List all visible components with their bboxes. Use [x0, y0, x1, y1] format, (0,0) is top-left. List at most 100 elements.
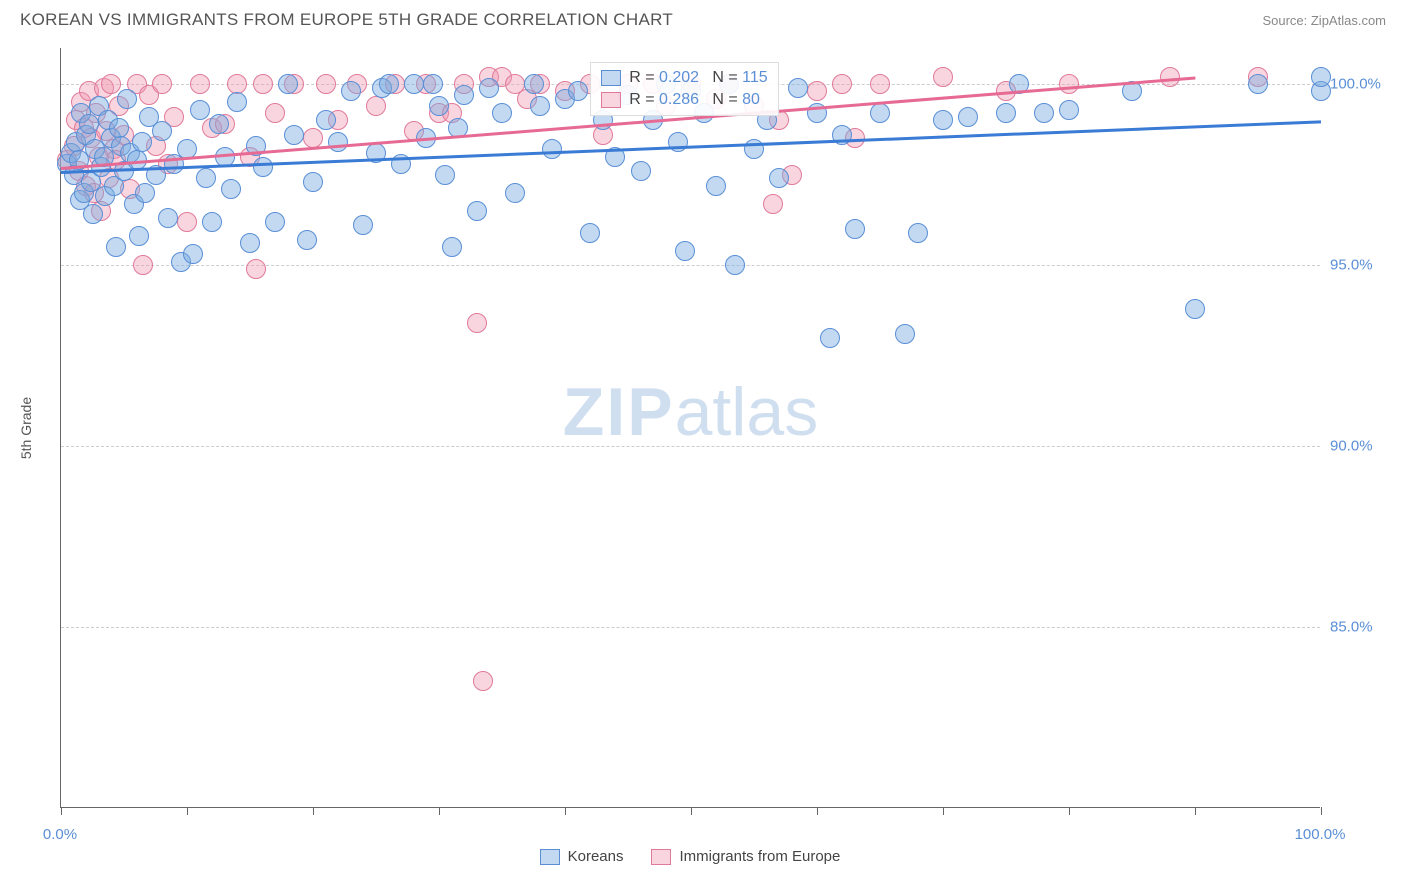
- point-blue: [479, 78, 499, 98]
- legend-label: Koreans: [568, 848, 624, 865]
- legend-stats-row: R = 0.286 N = 80: [601, 89, 767, 111]
- point-blue: [580, 223, 600, 243]
- point-pink: [190, 74, 210, 94]
- point-blue: [1248, 74, 1268, 94]
- y-tick-label: 90.0%: [1330, 438, 1373, 455]
- point-blue: [278, 74, 298, 94]
- point-pink: [1059, 74, 1079, 94]
- x-tick-label: 0.0%: [43, 826, 77, 843]
- point-pink: [227, 74, 247, 94]
- point-blue: [135, 183, 155, 203]
- legend-stats-row: R = 0.202 N = 115: [601, 67, 767, 89]
- point-blue: [190, 100, 210, 120]
- point-pink: [253, 74, 273, 94]
- point-blue: [240, 233, 260, 253]
- point-blue: [129, 226, 149, 246]
- watermark-suffix: atlas: [675, 374, 819, 450]
- point-blue: [404, 74, 424, 94]
- page-title: KOREAN VS IMMIGRANTS FROM EUROPE 5TH GRA…: [20, 10, 673, 30]
- point-blue: [209, 114, 229, 134]
- legend-stat-text: R = 0.202 N = 115: [629, 67, 767, 89]
- point-blue: [196, 168, 216, 188]
- point-blue: [132, 132, 152, 152]
- y-tick-label: 100.0%: [1330, 76, 1381, 93]
- y-axis-label: 5th Grade: [18, 397, 34, 459]
- point-blue: [328, 132, 348, 152]
- point-blue: [845, 219, 865, 239]
- point-blue: [297, 230, 317, 250]
- x-tick: [1195, 807, 1196, 815]
- point-blue: [568, 81, 588, 101]
- x-tick: [1069, 807, 1070, 815]
- point-blue: [631, 161, 651, 181]
- legend-swatch: [601, 70, 621, 86]
- point-blue: [284, 125, 304, 145]
- gridline: [61, 627, 1320, 628]
- gridline: [61, 446, 1320, 447]
- legend-item: Koreans: [540, 848, 624, 865]
- point-blue: [253, 157, 273, 177]
- legend-swatch: [601, 92, 621, 108]
- watermark-prefix: ZIP: [563, 374, 675, 450]
- legend-stats: R = 0.202 N = 115R = 0.286 N = 80: [590, 62, 778, 116]
- y-tick-label: 85.0%: [1330, 619, 1373, 636]
- point-blue: [316, 110, 336, 130]
- point-blue: [227, 92, 247, 112]
- legend-label: Immigrants from Europe: [679, 848, 840, 865]
- x-tick: [61, 807, 62, 815]
- point-blue: [996, 103, 1016, 123]
- point-blue: [958, 107, 978, 127]
- point-blue: [1185, 299, 1205, 319]
- point-blue: [442, 237, 462, 257]
- source-label: Source: ZipAtlas.com: [1262, 13, 1386, 28]
- point-pink: [316, 74, 336, 94]
- point-blue: [933, 110, 953, 130]
- point-blue: [524, 74, 544, 94]
- legend-swatch: [540, 849, 560, 865]
- point-blue: [202, 212, 222, 232]
- chart-container: ZIPatlas R = 0.202 N = 115R = 0.286 N = …: [60, 48, 1380, 828]
- point-blue: [303, 172, 323, 192]
- point-blue: [158, 208, 178, 228]
- point-blue: [454, 85, 474, 105]
- y-tick-label: 95.0%: [1330, 257, 1373, 274]
- legend-stat-text: R = 0.286 N = 80: [629, 89, 760, 111]
- point-blue: [423, 74, 443, 94]
- point-blue: [492, 103, 512, 123]
- point-blue: [530, 96, 550, 116]
- point-blue: [725, 255, 745, 275]
- point-blue: [109, 118, 129, 138]
- x-tick: [1321, 807, 1322, 815]
- point-pink: [763, 194, 783, 214]
- x-tick: [565, 807, 566, 815]
- point-pink: [265, 103, 285, 123]
- point-blue: [353, 215, 373, 235]
- point-blue: [435, 165, 455, 185]
- watermark: ZIPatlas: [563, 373, 818, 451]
- point-pink: [177, 212, 197, 232]
- point-blue: [183, 244, 203, 264]
- point-blue: [79, 114, 99, 134]
- point-blue: [870, 103, 890, 123]
- point-blue: [467, 201, 487, 221]
- point-pink: [133, 255, 153, 275]
- point-pink: [467, 313, 487, 333]
- x-tick: [187, 807, 188, 815]
- point-blue: [221, 179, 241, 199]
- point-blue: [152, 121, 172, 141]
- x-tick-label: 100.0%: [1295, 826, 1346, 843]
- point-blue: [341, 81, 361, 101]
- point-blue: [1034, 103, 1054, 123]
- point-blue: [675, 241, 695, 261]
- point-blue: [379, 74, 399, 94]
- point-blue: [706, 176, 726, 196]
- point-pink: [933, 67, 953, 87]
- x-tick: [691, 807, 692, 815]
- x-tick: [439, 807, 440, 815]
- point-blue: [117, 89, 137, 109]
- point-blue: [106, 237, 126, 257]
- point-blue: [769, 168, 789, 188]
- point-blue: [908, 223, 928, 243]
- point-blue: [429, 96, 449, 116]
- point-blue: [1059, 100, 1079, 120]
